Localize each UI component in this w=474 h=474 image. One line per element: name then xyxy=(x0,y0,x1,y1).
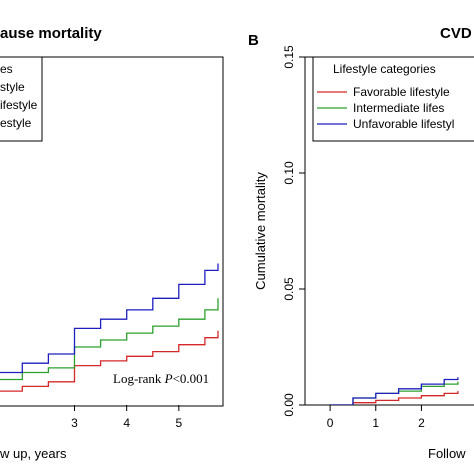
panel-a-plot-frame xyxy=(0,56,224,407)
panel-a-series-line-3 xyxy=(0,263,219,374)
x-tick-label: 1 xyxy=(372,416,379,430)
panel-a-logrank-annotation: Log-rank P<0.001 xyxy=(113,371,209,386)
panel-b-legend-entry-1: Favorable lifestyle xyxy=(353,85,450,99)
panel-b: B CVD Lifestyle categories Favorable lif… xyxy=(248,25,474,461)
panel-a: ause mortality es style ifestyle estyle … xyxy=(0,25,224,461)
panel-b-title: CVD xyxy=(440,25,472,42)
y-tick-label: 0.05 xyxy=(282,277,296,301)
panel-a-logrank-p: P xyxy=(164,371,173,386)
panel-a-logrank-prefix: Log-rank xyxy=(113,371,165,386)
panel-a-legend-entry-2: ifestyle xyxy=(0,98,38,112)
x-tick-label: 0 xyxy=(327,416,334,430)
panel-b-series-layer xyxy=(330,377,459,405)
panel-a-title: ause mortality xyxy=(0,25,102,42)
panel-b-y-ticks: 0.00 0.05 0.10 0.15 xyxy=(282,45,305,417)
y-tick-label: 0.00 xyxy=(282,393,296,417)
panel-b-legend-box xyxy=(312,56,474,142)
panel-b-x-axis-label: Follow xyxy=(428,446,466,461)
panel-a-legend-entry-3: estyle xyxy=(0,116,32,130)
y-tick-label: 0.15 xyxy=(282,45,296,69)
panel-b-legend-entry-3: Unfavorable lifestyl xyxy=(353,117,454,131)
panel-a-x-ticks: 3 4 5 xyxy=(71,405,182,430)
panel-b-legend-title: Lifestyle categories xyxy=(333,62,436,76)
panel-a-legend-title: es xyxy=(0,62,13,76)
panel-b-letter: B xyxy=(248,32,259,49)
panel-b-x-ticks: 0 1 2 xyxy=(327,405,425,430)
panel-a-legend-box xyxy=(0,56,43,142)
x-tick-label: 4 xyxy=(123,416,130,430)
panel-a-x-axis-label: w up, years xyxy=(0,446,67,461)
panel-a-legend-entry-1: style xyxy=(0,80,25,94)
panel-b-series-line-3 xyxy=(330,377,459,405)
panel-a-series-layer xyxy=(0,263,219,392)
x-tick-label: 5 xyxy=(175,416,182,430)
x-tick-label: 3 xyxy=(71,416,78,430)
panel-b-y-axis-label: Cumulative mortality xyxy=(253,172,268,290)
panel-a-logrank-suffix: <0.001 xyxy=(173,371,210,386)
panel-b-legend-entry-2: Intermediate lifes xyxy=(353,101,444,115)
panel-a-series-line-1 xyxy=(0,330,219,392)
panel-a-series-line-2 xyxy=(0,298,219,381)
y-tick-label: 0.10 xyxy=(282,161,296,185)
x-tick-label: 2 xyxy=(418,416,425,430)
